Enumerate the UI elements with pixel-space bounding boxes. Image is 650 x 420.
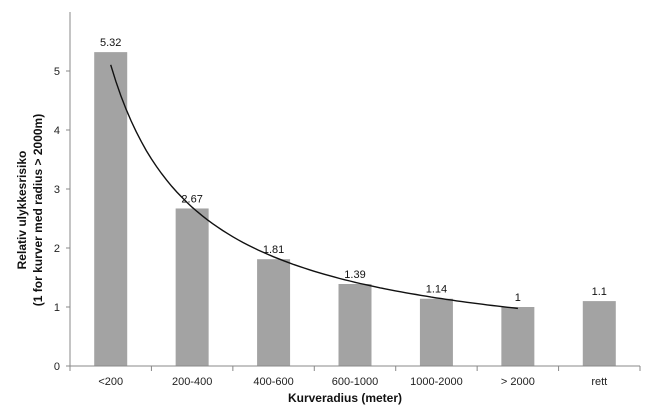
y-tick-label: 5 [54, 66, 60, 78]
x-tick-label: > 2000 [501, 376, 535, 388]
trendline [110, 64, 518, 310]
data-label: 1.14 [426, 284, 447, 296]
x-tick-label: rett [591, 376, 607, 388]
bar [582, 301, 616, 366]
data-label: 5.32 [100, 37, 121, 49]
y-tick-label: 0 [54, 361, 60, 373]
x-axis-title: Kurveradius (meter) [288, 391, 402, 405]
x-tick-label: 200-400 [172, 376, 212, 388]
y-tick-label: 1 [54, 302, 60, 314]
bar [419, 298, 453, 366]
bar [175, 208, 209, 366]
y-axis-title-line2: (1 for kurver med radius > 2000m) [31, 114, 45, 306]
x-tick-label: <200 [98, 376, 123, 388]
data-labels-layer: 5.32 2.67 1.81 1.39 1.14 1 1.1 [100, 37, 607, 304]
data-label: 1.81 [263, 244, 284, 256]
bar [501, 307, 535, 366]
bars-layer [94, 52, 616, 367]
data-label: 2.67 [181, 193, 202, 205]
data-label: 1.39 [344, 269, 365, 281]
x-tick-label: 1000-2000 [410, 376, 463, 388]
y-tick-label: 4 [54, 125, 60, 137]
data-label: 1.1 [592, 286, 607, 298]
data-label: 1 [515, 292, 521, 304]
bar [94, 52, 128, 367]
bar [338, 283, 372, 366]
y-axis-title-line1: Relativ ulykkesrisiko [15, 151, 29, 270]
x-tick-label: 400-600 [253, 376, 293, 388]
y-tick-label: 2 [54, 243, 60, 255]
y-tick-label: 3 [54, 184, 60, 196]
x-ticks-layer: <200 200-400 400-600 600-1000 1000-2000 > 200… [69, 366, 641, 388]
x-tick-label: 600-1000 [332, 376, 379, 388]
bar [257, 259, 291, 366]
y-ticks-layer: 0 1 2 3 4 5 [54, 66, 70, 373]
